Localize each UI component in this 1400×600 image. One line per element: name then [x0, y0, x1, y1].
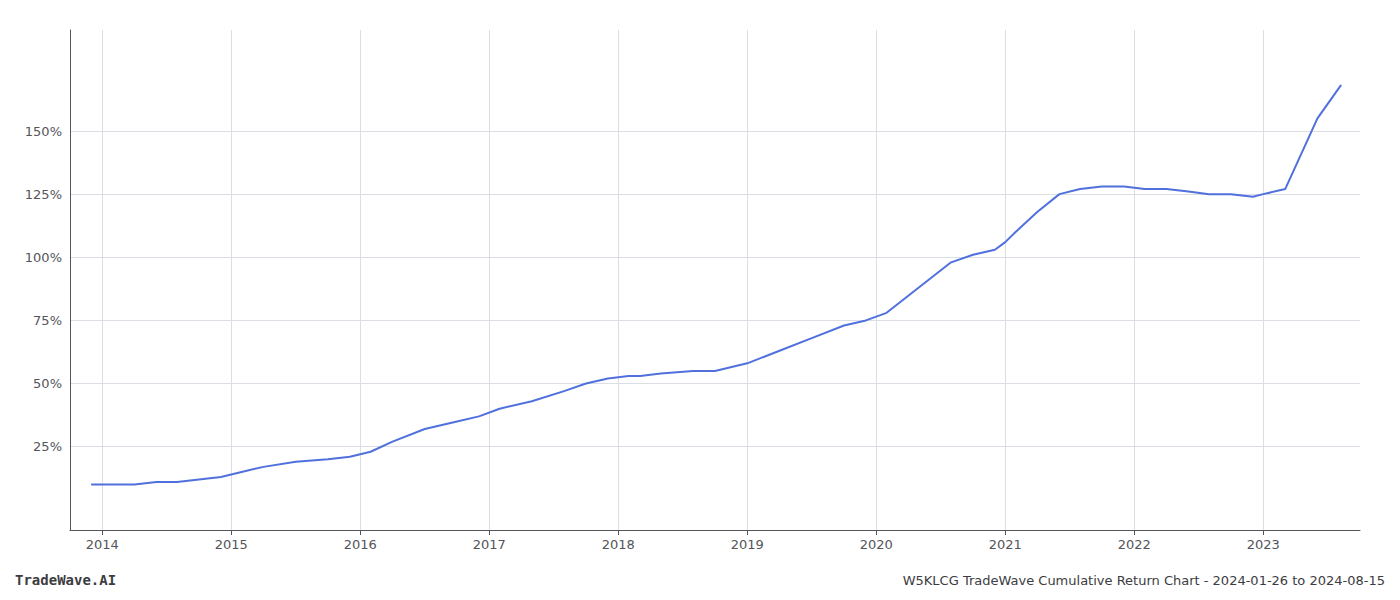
svg-text:2014: 2014	[86, 537, 119, 552]
svg-text:125%: 125%	[25, 187, 62, 202]
svg-text:2017: 2017	[473, 537, 506, 552]
svg-text:100%: 100%	[25, 250, 62, 265]
svg-text:2015: 2015	[215, 537, 248, 552]
svg-text:150%: 150%	[25, 124, 62, 139]
svg-text:2016: 2016	[344, 537, 377, 552]
svg-text:2020: 2020	[860, 537, 893, 552]
svg-text:75%: 75%	[33, 313, 62, 328]
svg-text:W5KLCG TradeWave Cumulative Re: W5KLCG TradeWave Cumulative Return Chart…	[903, 573, 1385, 588]
svg-text:50%: 50%	[33, 376, 62, 391]
svg-text:2021: 2021	[989, 537, 1022, 552]
svg-text:25%: 25%	[33, 439, 62, 454]
svg-text:2023: 2023	[1247, 537, 1280, 552]
svg-text:2022: 2022	[1118, 537, 1151, 552]
svg-text:2018: 2018	[602, 537, 635, 552]
svg-text:2019: 2019	[731, 537, 764, 552]
svg-text:TradeWave.AI: TradeWave.AI	[15, 572, 116, 588]
